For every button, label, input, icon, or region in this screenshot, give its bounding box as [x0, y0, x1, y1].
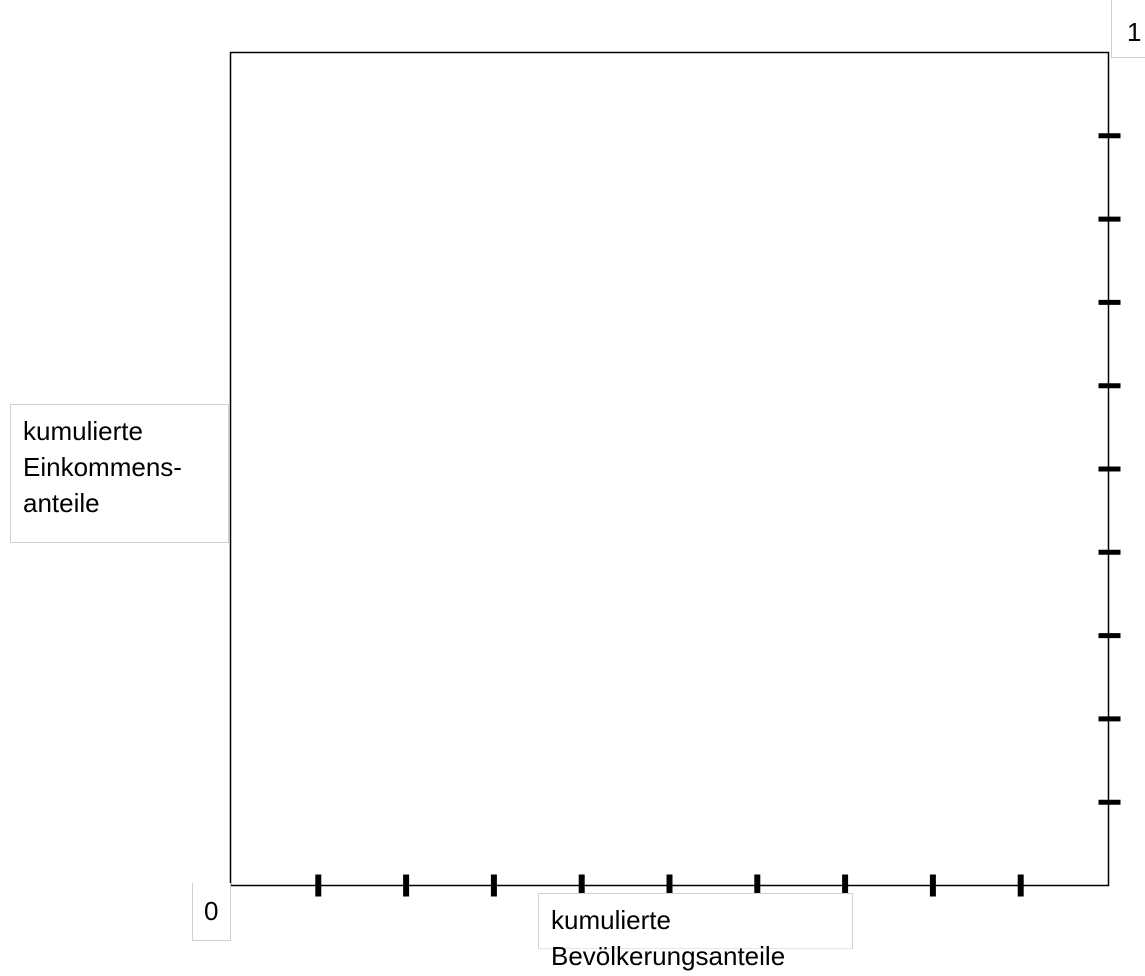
x-ticks [315, 874, 1024, 897]
y-axis-label-line-3: anteile [23, 488, 100, 518]
y-axis-label-line-2: Einkommens- [23, 452, 182, 482]
y-axis-label-line-1: kumulierte [23, 416, 143, 446]
y-axis-label: kumulierte Einkommens- anteile [10, 404, 229, 543]
y-ticks [1098, 133, 1121, 805]
origin-tick-label: 0 [192, 883, 231, 941]
max-tick-label: 1 [1111, 0, 1145, 58]
x-axis-label: kumulierte Bevölkerungsanteile [538, 893, 853, 971]
x-axis-label-line-2: Bevölkerungsanteile [551, 941, 786, 971]
x-axis-label-line-1: kumulierte [551, 905, 671, 935]
plot-frame [229, 51, 1110, 887]
